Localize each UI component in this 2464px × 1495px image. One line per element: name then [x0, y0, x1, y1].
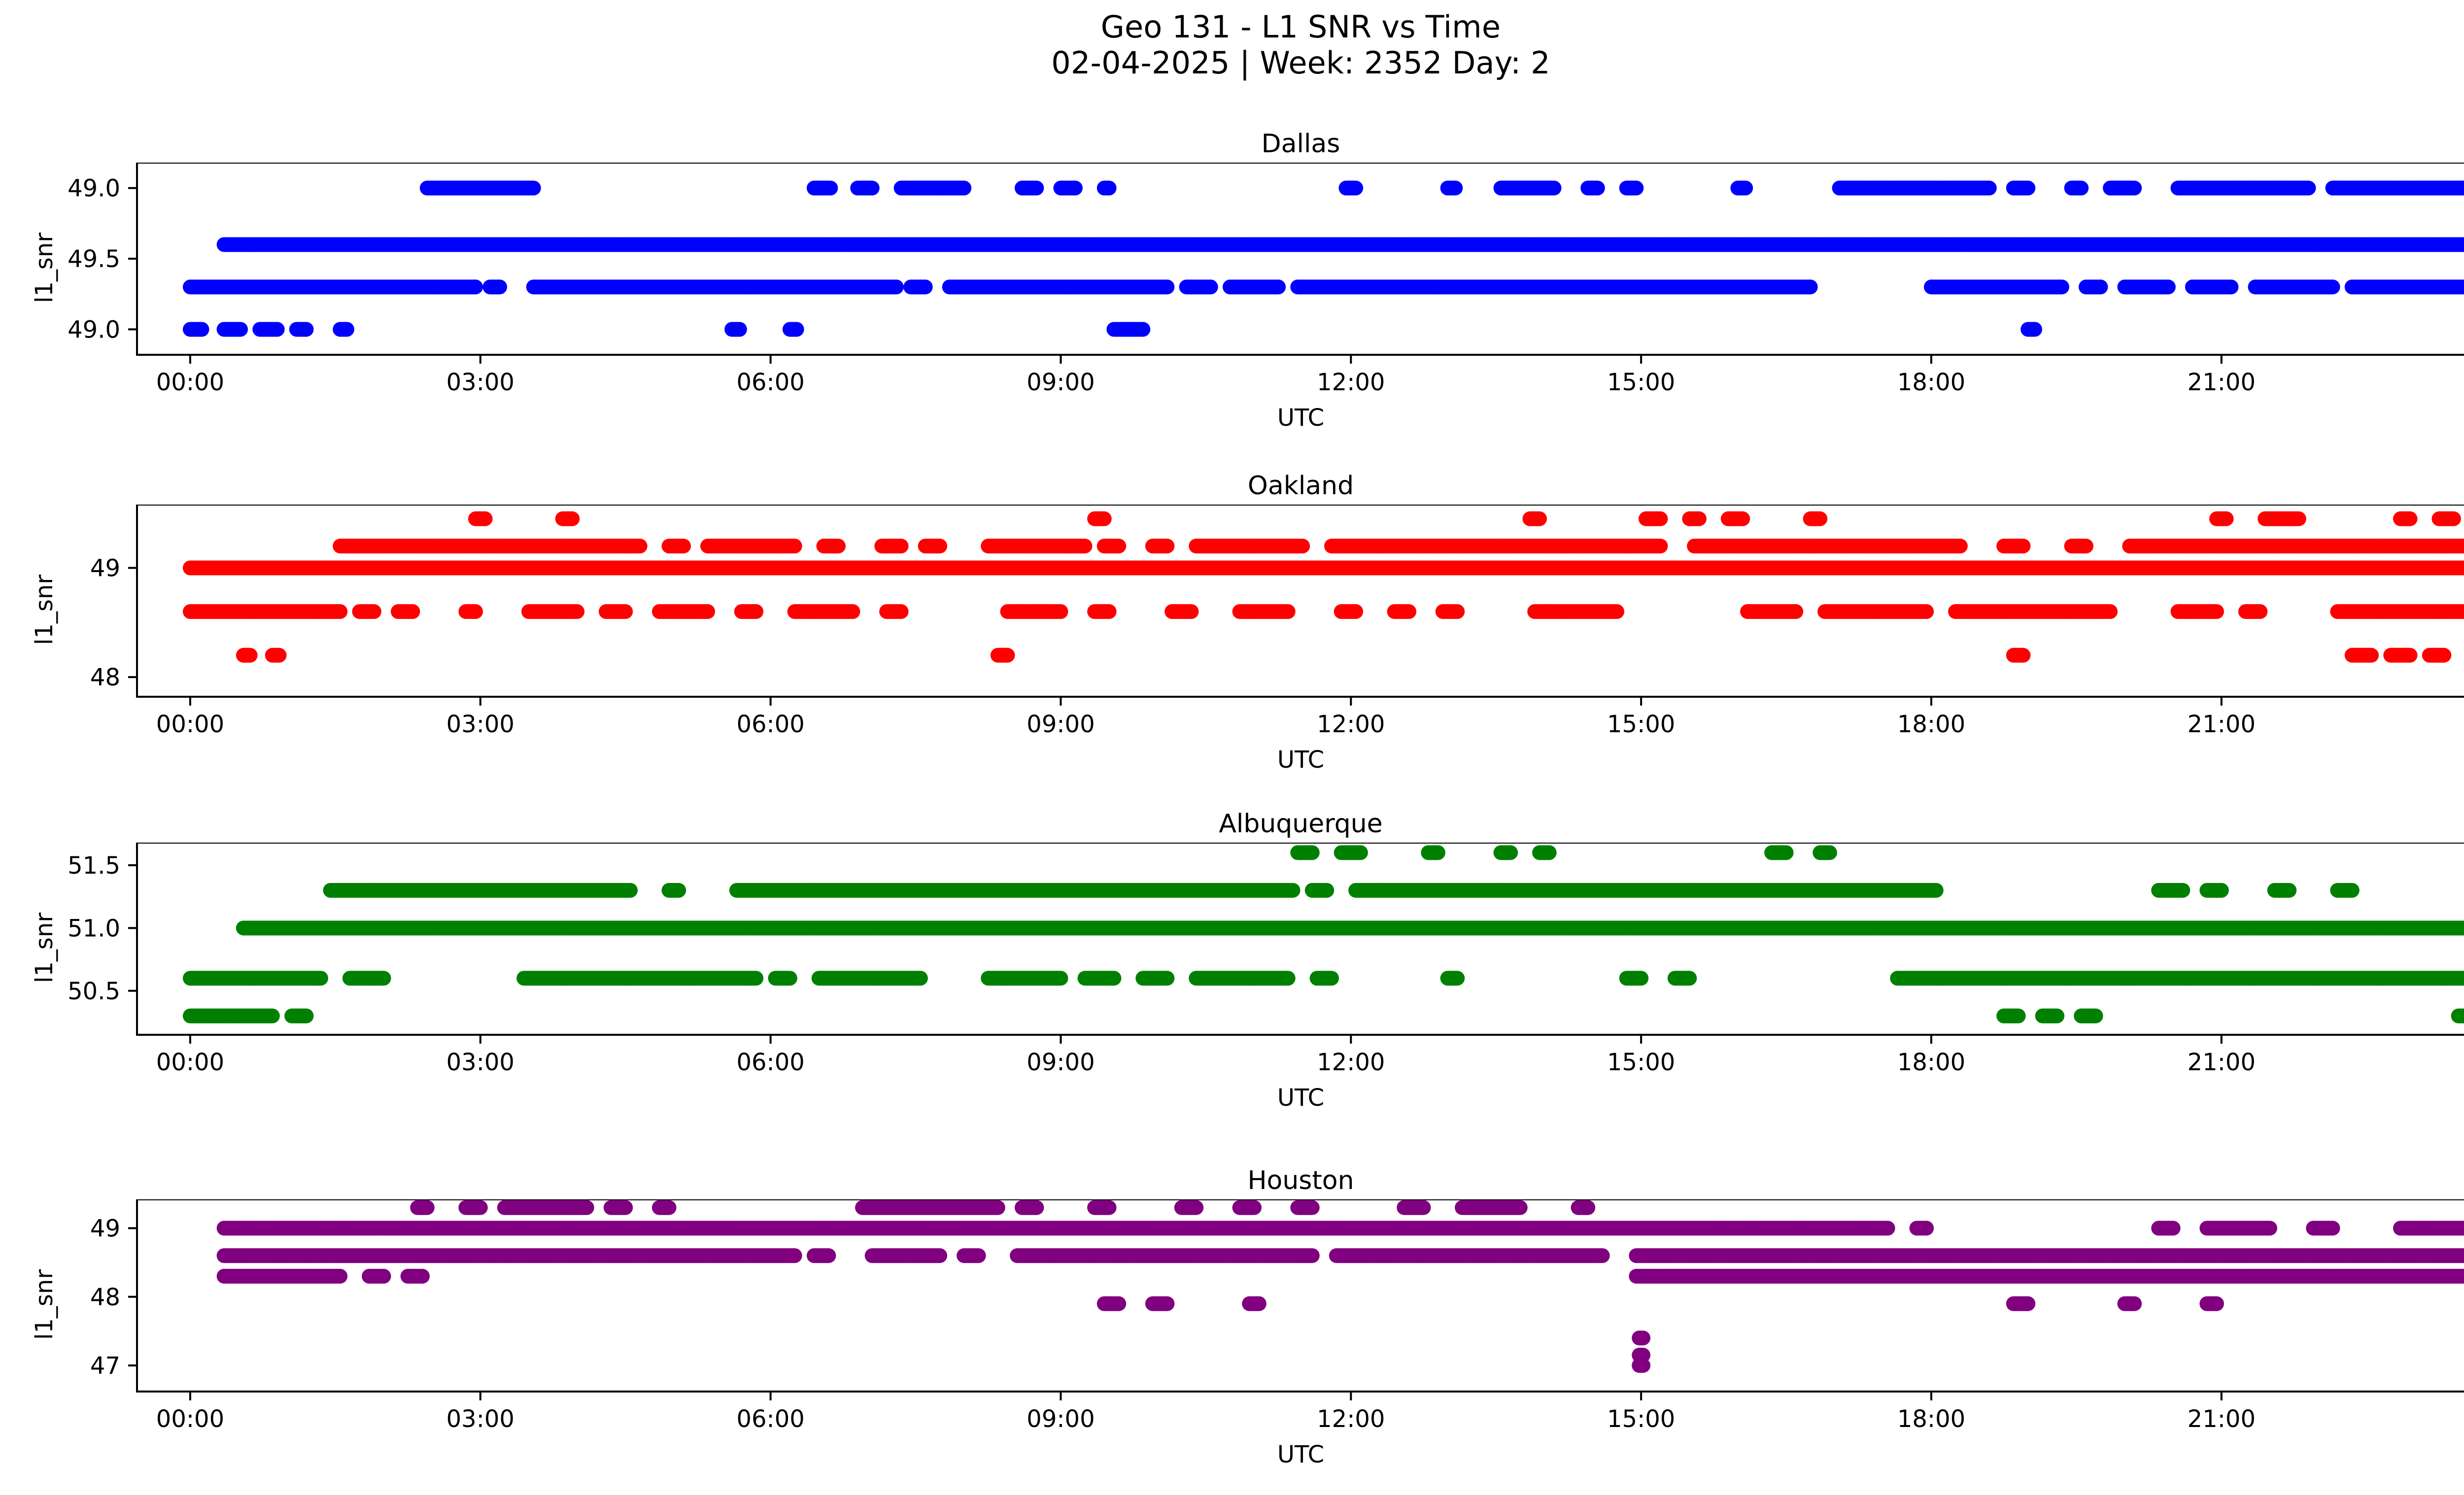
subplot-title: Albuquerque — [0, 809, 2464, 839]
x-axis-label: UTC — [0, 1084, 2464, 1112]
x-tick-label: 15:00 — [1607, 1405, 1675, 1433]
x-tick-label: 18:00 — [1897, 711, 1965, 738]
plot-area[interactable]: 50.5 51.0 51.5 00:00 03:00 06:00 09:00 12:00 15:… — [0, 843, 2464, 1109]
y-tick-label: 50.5 — [68, 978, 120, 1005]
y-axis-label: l1_snr — [31, 233, 58, 303]
scatter-series-group — [183, 511, 2464, 684]
y-tick-label: 51.5 — [68, 852, 120, 880]
y-tick-label: 49 — [90, 555, 120, 582]
x-tick-label: 03:00 — [446, 1049, 514, 1076]
subplot-title: Houston — [0, 1166, 2464, 1195]
y-tick-label: 51.0 — [68, 915, 120, 942]
y-tick-label: 47 — [90, 1352, 120, 1380]
subplot-houston: Houston 47 48 49 00:00 03:00 06:00 09:00 12:00 15… — [0, 1166, 2464, 1495]
x-tick-label: 18:00 — [1897, 1405, 1965, 1433]
x-tick-label: 18:00 — [1897, 1049, 1965, 1076]
x-tick-label: 18:00 — [1897, 369, 1965, 396]
y-tick-label: 48 — [90, 1284, 120, 1311]
x-tick-label: 21:00 — [2188, 1405, 2256, 1433]
x-axis-label: UTC — [0, 746, 2464, 774]
x-axis-label: UTC — [0, 1441, 2464, 1468]
x-tick-label: 03:00 — [446, 369, 514, 396]
plot-area[interactable]: 48 49 00:00 03:00 06:00 09:00 12:00 15:00 18:00 2… — [0, 505, 2464, 771]
x-tick-label: 12:00 — [1317, 369, 1385, 396]
x-tick-label: 09:00 — [1027, 369, 1095, 396]
subplot-dallas: Dallas 49.0 49.5 49.0 00:00 03:00 06:00 09:00 12… — [0, 129, 2464, 458]
x-tick-label: 15:00 — [1607, 369, 1675, 396]
x-tick-label: 09:00 — [1027, 1049, 1095, 1076]
plot-area[interactable]: 47 48 49 00:00 03:00 06:00 09:00 12:00 15:00 18:0… — [0, 1199, 2464, 1465]
x-axis-label: UTC — [0, 404, 2464, 432]
x-tick-label: 03:00 — [446, 711, 514, 738]
x-tick-label: 21:00 — [2188, 1049, 2256, 1076]
figure-title-line2: 02-04-2025 | Week: 2352 Day: 2 — [0, 45, 2464, 81]
x-tick-label: 15:00 — [1607, 711, 1675, 738]
x-tick-label: 12:00 — [1317, 1405, 1385, 1433]
x-tick-label: 06:00 — [736, 1405, 804, 1433]
x-tick-label: 21:00 — [2188, 711, 2256, 738]
x-tick-label: 12:00 — [1317, 711, 1385, 738]
subplot-albuquerque: Albuquerque 50.5 51.0 51.5 00:00 03:00 06:00 09… — [0, 809, 2464, 1138]
figure-title: Geo 131 - L1 SNR vs Time 02-04-2025 | We… — [0, 9, 2464, 81]
subplot-title: Oakland — [0, 471, 2464, 501]
x-tick-label: 15:00 — [1607, 1049, 1675, 1076]
x-tick-label: 09:00 — [1027, 1405, 1095, 1433]
y-axis-label: l1_snr — [31, 1269, 58, 1340]
y-axis-label: l1_snr — [31, 913, 58, 983]
x-tick-label: 06:00 — [736, 711, 804, 738]
y-tick-label: 49 — [90, 1215, 120, 1243]
axis-frame — [137, 843, 2464, 1035]
x-tick-label: 12:00 — [1317, 1049, 1385, 1076]
x-tick-label: 21:00 — [2188, 369, 2256, 396]
x-tick-label: 06:00 — [736, 369, 804, 396]
y-tick-label: 49.5 — [68, 245, 120, 273]
x-tick-label: 00:00 — [156, 711, 224, 738]
x-tick-label: 00:00 — [156, 369, 224, 396]
y-tick-label: 48 — [90, 664, 120, 691]
y-axis-label: l1_snr — [31, 575, 58, 645]
subplot-title: Dallas — [0, 129, 2464, 159]
x-tick-label: 09:00 — [1027, 711, 1095, 738]
y-tick-label: 49.0 — [68, 316, 120, 343]
axis-frame — [137, 505, 2464, 697]
x-tick-label: 03:00 — [446, 1405, 514, 1433]
figure-title-line1: Geo 131 - L1 SNR vs Time — [1101, 9, 1501, 45]
scatter-series-group — [183, 845, 2464, 1023]
subplot-oakland: Oakland 48 49 00:00 03:00 06:00 09:00 12:00 15:0… — [0, 471, 2464, 800]
scatter-series-group — [217, 1200, 2464, 1373]
x-tick-label: 00:00 — [156, 1049, 224, 1076]
x-tick-label: 00:00 — [156, 1405, 224, 1433]
plot-area[interactable]: 49.0 49.5 49.0 00:00 03:00 06:00 09:00 12:00 15:… — [0, 163, 2464, 429]
scatter-series-group — [183, 181, 2464, 337]
y-tick-label: 49.0 — [68, 175, 120, 203]
x-tick-label: 06:00 — [736, 1049, 804, 1076]
